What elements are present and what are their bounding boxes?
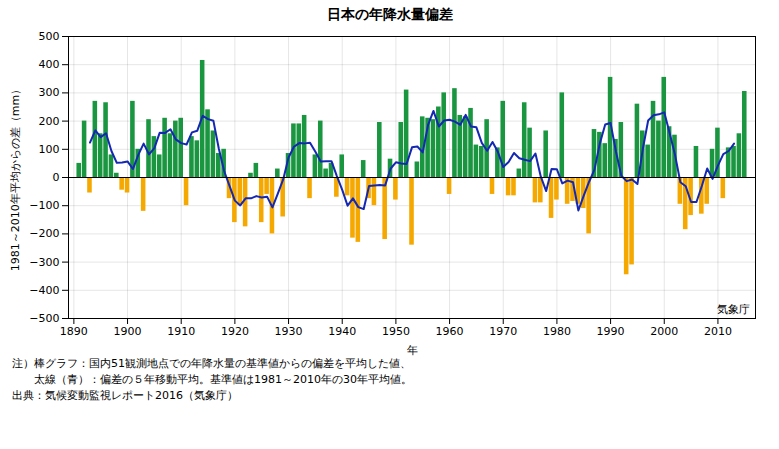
svg-text:1930: 1930 [275,325,303,338]
svg-text:気象庁: 気象庁 [717,303,750,316]
svg-text:1900: 1900 [114,325,142,338]
svg-text:300: 300 [39,86,60,99]
svg-text:0: 0 [53,171,60,184]
svg-text:2010: 2010 [704,325,732,338]
html-text:太線（青）：偏差の５年移動平均。基準値は1981～2010年: 太線（青）：偏差の５年移動平均。基準値は1981～2010年の30年平均値。 [12,373,412,386]
svg-text:2000: 2000 [650,325,678,338]
svg-text:100: 100 [39,143,60,156]
svg-text:−200: −200 [29,227,59,240]
svg-text:1910: 1910 [167,325,195,338]
svg-text:−300: −300 [29,256,59,269]
svg-text:400: 400 [39,58,60,71]
svg-text:1981～2010年平均からの差（mm）: 1981～2010年平均からの差（mm） [9,84,22,271]
svg-text:1990: 1990 [597,325,625,338]
svg-text:−400: −400 [29,284,59,297]
html-text:注）棒グラフ：国内51観測地点での年降水量の基準値からの偏差: 注）棒グラフ：国内51観測地点での年降水量の基準値からの偏差を平均した値、 [12,357,411,370]
svg-text:−500: −500 [29,312,59,325]
svg-text:1980: 1980 [543,325,571,338]
svg-text:1960: 1960 [436,325,464,338]
svg-text:年: 年 [407,344,418,357]
svg-text:1940: 1940 [328,325,356,338]
svg-text:500: 500 [39,30,60,43]
svg-text:1920: 1920 [221,325,249,338]
html-text:日本の年降水量偏差: 日本の年降水量偏差 [326,6,453,22]
svg-text:200: 200 [39,115,60,128]
html-text:出典：気候変動監視レポート2016（気象庁）: 出典：気候変動監視レポート2016（気象庁） [12,389,238,402]
svg-text:1950: 1950 [382,325,410,338]
svg-text:1890: 1890 [60,325,88,338]
svg-text:−100: −100 [29,199,59,212]
svg-text:1970: 1970 [489,325,517,338]
